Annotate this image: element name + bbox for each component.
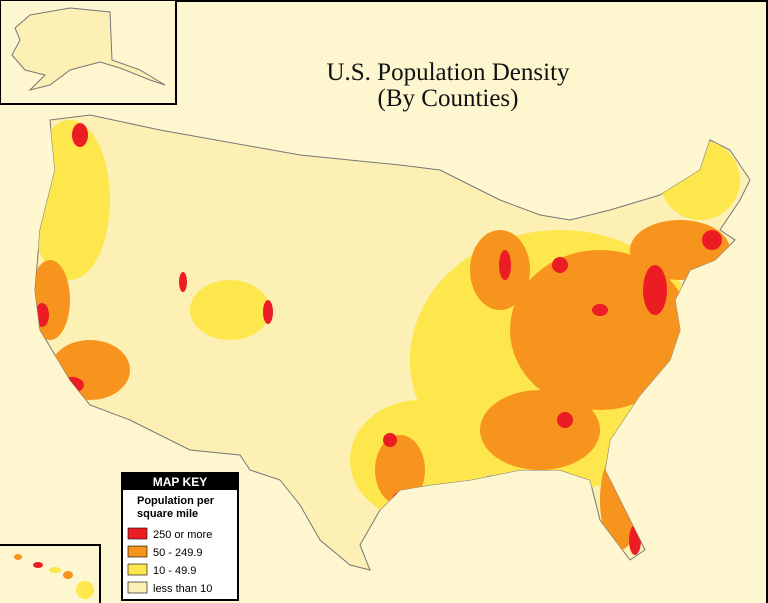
island	[14, 554, 22, 560]
legend-swatch	[127, 563, 148, 576]
city	[643, 265, 667, 315]
city	[557, 412, 573, 428]
key-subtitle: Population per	[137, 495, 215, 507]
key-subtitle: square mile	[137, 508, 198, 520]
legend-label: 50 - 249.9	[153, 547, 203, 559]
alaska	[11, 7, 166, 91]
map-key: MAP KEY Population per square mile 250 o…	[121, 472, 239, 601]
frame	[766, 0, 768, 603]
legend-label: 10 - 49.9	[153, 565, 196, 577]
city	[702, 230, 722, 250]
area	[375, 435, 425, 505]
city	[552, 257, 568, 273]
legend-label: 250 or more	[153, 529, 212, 541]
city	[499, 250, 511, 280]
key-title: MAP KEY	[153, 475, 207, 489]
island	[33, 562, 43, 568]
legend-swatch	[127, 527, 148, 540]
city	[383, 433, 397, 447]
city	[179, 272, 187, 292]
subtitle: (By Counties)	[378, 85, 519, 112]
city	[72, 123, 88, 147]
alaska-inset	[0, 0, 177, 105]
legend-label: less than 10	[153, 583, 212, 595]
area	[480, 390, 600, 470]
island	[49, 567, 61, 573]
island	[76, 581, 94, 599]
frame	[0, 0, 768, 2]
city	[263, 300, 273, 324]
island	[63, 571, 73, 579]
city	[592, 304, 608, 316]
hawaii-inset	[0, 544, 101, 603]
key-header	[122, 473, 238, 490]
legend-swatch	[127, 545, 148, 558]
area	[190, 280, 270, 340]
title: U.S. Population Density	[326, 59, 570, 86]
legend-swatch	[127, 581, 148, 594]
